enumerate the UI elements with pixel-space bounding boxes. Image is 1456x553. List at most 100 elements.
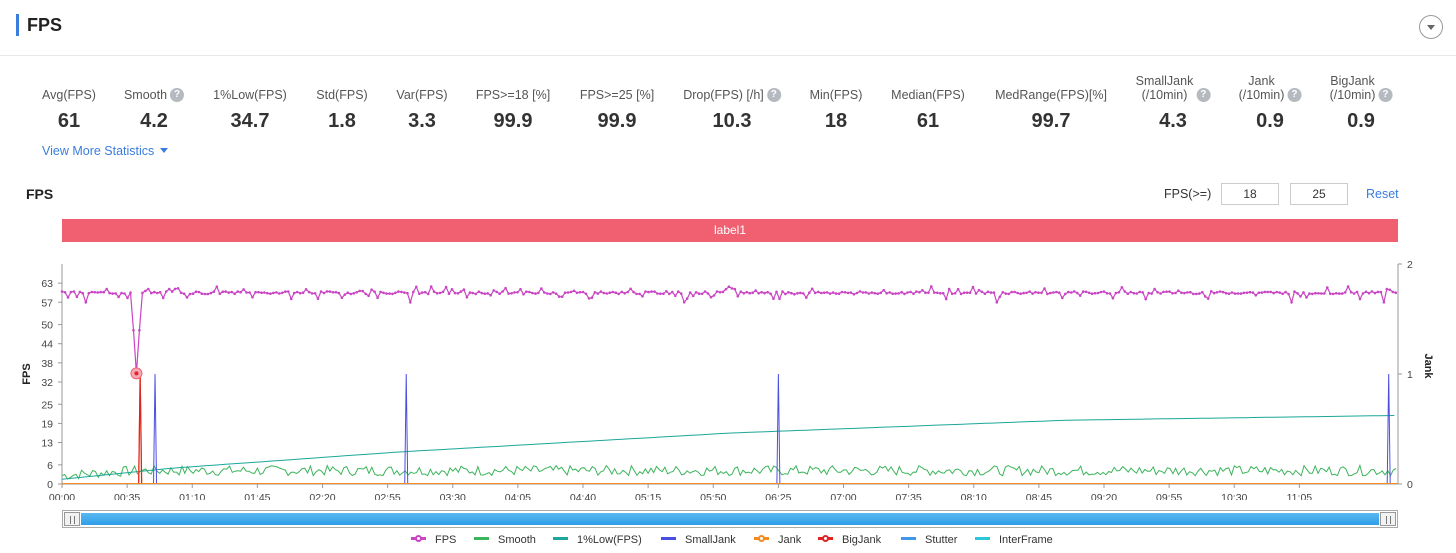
fps-point [322, 291, 326, 295]
fps-point [718, 290, 722, 294]
fps-point [834, 292, 838, 295]
fps-point [1078, 294, 1082, 297]
fps-point [566, 291, 570, 294]
fps-point [188, 292, 192, 296]
legend-item-smooth[interactable]: Smooth [474, 534, 536, 546]
fps-point [334, 290, 338, 294]
fps-point [1022, 291, 1025, 295]
fps-point [355, 291, 359, 294]
fps-point [164, 290, 168, 293]
fps-point [930, 285, 933, 288]
legend-item-fps[interactable]: FPS [411, 534, 456, 546]
fps-point [796, 292, 799, 295]
fps-point [1329, 292, 1332, 296]
view-more-statistics-link[interactable]: View More Statistics [42, 144, 169, 158]
fps-highlight-dot [134, 371, 139, 376]
collapse-chevron-icon[interactable] [1419, 15, 1443, 39]
fps-point [808, 291, 811, 294]
fps-point [953, 292, 957, 295]
x-tick-label: 05:15 [635, 492, 661, 500]
fps-point [1340, 292, 1344, 295]
fps-point [784, 292, 787, 296]
section-header: FPS [0, 0, 1456, 56]
fps-point [96, 291, 99, 294]
fps-point [528, 290, 531, 294]
fps-point [337, 291, 341, 295]
help-icon[interactable]: ? [766, 88, 781, 102]
fps-point [894, 292, 897, 295]
fps-point [161, 296, 165, 300]
stat-std-fps: Std(FPS) 1.8 [316, 72, 367, 132]
stat-jank: Jank (/10min)? 0.9 [1239, 72, 1302, 132]
reset-button[interactable]: Reset [1366, 187, 1399, 201]
fps-point [1001, 291, 1005, 294]
time-range-slider[interactable] [62, 510, 1398, 528]
fps-point [551, 291, 555, 294]
fps-point [1168, 290, 1171, 293]
fps-point [78, 290, 82, 294]
slider-right-handle[interactable] [1380, 512, 1396, 526]
fps-point [1308, 292, 1311, 295]
fps-point [906, 291, 909, 294]
fps-point [1183, 291, 1186, 295]
chart-legend: FPS Smooth 1%Low(FPS) SmallJank Jank BigJank S… [0, 534, 1456, 548]
fps-point [1343, 291, 1347, 294]
fps-point [888, 291, 891, 294]
legend-item-jank[interactable]: Jank [754, 534, 801, 546]
fps-point [653, 290, 656, 293]
fps-point [909, 290, 912, 294]
legend-item-smalljank[interactable]: SmallJank [661, 534, 736, 546]
fps-point [867, 292, 871, 295]
fps-point [367, 294, 370, 298]
fps-point [1111, 296, 1115, 300]
slider-selected-range[interactable] [81, 513, 1379, 525]
fps-threshold-low-input[interactable] [1221, 183, 1279, 205]
help-icon[interactable]: ? [1196, 88, 1211, 102]
help-icon[interactable]: ? [1287, 88, 1302, 102]
fps-point [623, 292, 626, 295]
fps-point [980, 290, 984, 294]
fps-point [1221, 290, 1225, 294]
legend-label: Jank [778, 534, 802, 546]
y2-axis-title: Jank [1422, 353, 1434, 379]
fps-point [1144, 297, 1147, 301]
legend-item-interframe[interactable]: InterFrame [975, 534, 1053, 546]
fps-threshold-high-input[interactable] [1290, 183, 1348, 205]
legend-label: SmallJank [685, 534, 736, 546]
fps-point [218, 292, 222, 296]
stat-value: 4.3 [1159, 110, 1187, 132]
fps-chart[interactable]: 0 6 13 19 25 32 38 44 50 57 63 0 1 2 00:00 00:35 01:10 01… [0, 250, 1456, 500]
fps-point [715, 290, 719, 293]
fps-point [257, 290, 260, 294]
slider-left-handle[interactable] [64, 512, 80, 526]
stat-median-fps: Median(FPS) 61 [891, 72, 965, 132]
fps-point [1305, 296, 1308, 299]
label-band[interactable]: label1 [62, 219, 1398, 242]
help-icon[interactable]: ? [170, 88, 185, 102]
y-tick-label: 44 [41, 339, 53, 351]
fps-point [69, 290, 73, 294]
help-icon[interactable]: ? [1378, 88, 1393, 102]
fps-point [986, 290, 990, 294]
legend-item-bigjank[interactable]: BigJank [818, 534, 881, 546]
fps-point [447, 292, 451, 295]
fps-point [516, 291, 519, 294]
legend-swatch-icon [818, 535, 833, 542]
fps-point [855, 291, 859, 295]
fps-point [1198, 292, 1201, 295]
legend-item-1-low-fps-[interactable]: 1%Low(FPS) [553, 534, 642, 546]
fps-point [251, 296, 254, 299]
fps-point [328, 290, 332, 293]
fps-point [489, 294, 493, 297]
fps-point [158, 290, 162, 294]
stat-value: 61 [57, 110, 81, 132]
fps-point [843, 291, 847, 294]
stat-value: 4.2 [140, 110, 168, 132]
fps-point [75, 295, 79, 299]
fps-point [1075, 291, 1079, 295]
legend-item-stutter[interactable]: Stutter [901, 534, 957, 546]
fps-point [700, 292, 704, 296]
chart-title: FPS [26, 186, 54, 202]
fps-point [1025, 291, 1028, 295]
fps-point [1212, 291, 1216, 295]
